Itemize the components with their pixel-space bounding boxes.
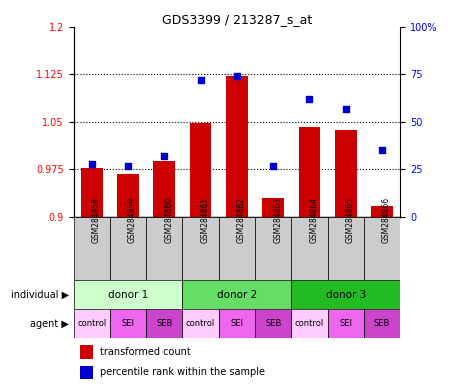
Text: SEB: SEB [373,319,389,328]
Text: control: control [185,319,215,328]
Text: donor 2: donor 2 [216,290,257,300]
Bar [80,345,93,359]
Bar [218,309,254,338]
Bar [291,280,399,309]
Title: GDS3399 / 213287_s_at: GDS3399 / 213287_s_at [162,13,311,26]
Bar [182,309,218,338]
Bar [189,123,211,217]
Bar [262,198,284,217]
Text: donor 3: donor 3 [325,290,365,300]
Bar [298,127,319,217]
Point [88,161,95,167]
Text: GSM284861: GSM284861 [200,197,209,243]
Bar [81,167,102,217]
Bar [146,217,182,280]
Text: GSM284858: GSM284858 [91,197,101,243]
Bar [363,217,399,280]
Text: GSM284860: GSM284860 [164,197,173,243]
Text: GSM284859: GSM284859 [128,197,137,243]
Text: transformed count: transformed count [100,347,190,357]
Text: SEB: SEB [156,319,172,328]
Bar [146,309,182,338]
Text: GSM284864: GSM284864 [309,197,318,243]
Bar [225,76,247,217]
Bar [182,280,291,309]
Text: donor 1: donor 1 [108,290,148,300]
Point [233,73,240,79]
Point [160,153,168,159]
Bar [327,217,363,280]
Point [269,162,276,169]
Point [124,162,131,169]
Bar [291,309,327,338]
Text: GSM284866: GSM284866 [381,197,390,243]
Text: GSM284865: GSM284865 [345,197,354,243]
Bar [117,174,139,217]
Text: percentile rank within the sample: percentile rank within the sample [100,367,264,377]
Bar [218,217,254,280]
Point [378,147,385,154]
Text: individual ▶: individual ▶ [11,290,69,300]
Bar [254,217,291,280]
Bar [110,217,146,280]
Bar [291,217,327,280]
Bar [182,217,218,280]
Text: SEB: SEB [264,319,281,328]
Bar [73,217,110,280]
Text: SEI: SEI [339,319,352,328]
Bar [110,309,146,338]
Text: agent ▶: agent ▶ [30,318,69,329]
Text: GSM284862: GSM284862 [236,197,246,243]
Bar [334,129,356,217]
Text: control: control [294,319,324,328]
Bar [363,309,399,338]
Point [305,96,313,102]
Bar [73,280,182,309]
Bar [254,309,291,338]
Bar [370,205,392,217]
Bar [153,161,175,217]
Point [341,106,349,112]
Text: SEI: SEI [121,319,134,328]
Text: SEI: SEI [230,319,243,328]
Bar [327,309,363,338]
Bar [73,309,110,338]
Text: control: control [77,319,106,328]
Text: GSM284863: GSM284863 [273,197,281,243]
Point [196,77,204,83]
Bar [80,366,93,379]
